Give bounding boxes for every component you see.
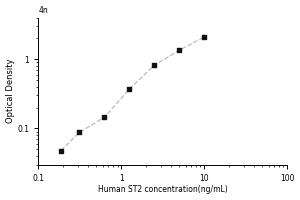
Text: 4n: 4n bbox=[38, 6, 48, 15]
Point bbox=[177, 49, 182, 52]
Point bbox=[152, 64, 157, 67]
Y-axis label: Optical Density: Optical Density bbox=[6, 59, 15, 123]
Point bbox=[127, 88, 132, 91]
Point bbox=[77, 131, 82, 134]
X-axis label: Human ST2 concentration(ng/mL): Human ST2 concentration(ng/mL) bbox=[98, 185, 228, 194]
Point bbox=[102, 116, 107, 119]
Point bbox=[59, 149, 64, 152]
Point bbox=[202, 35, 207, 39]
